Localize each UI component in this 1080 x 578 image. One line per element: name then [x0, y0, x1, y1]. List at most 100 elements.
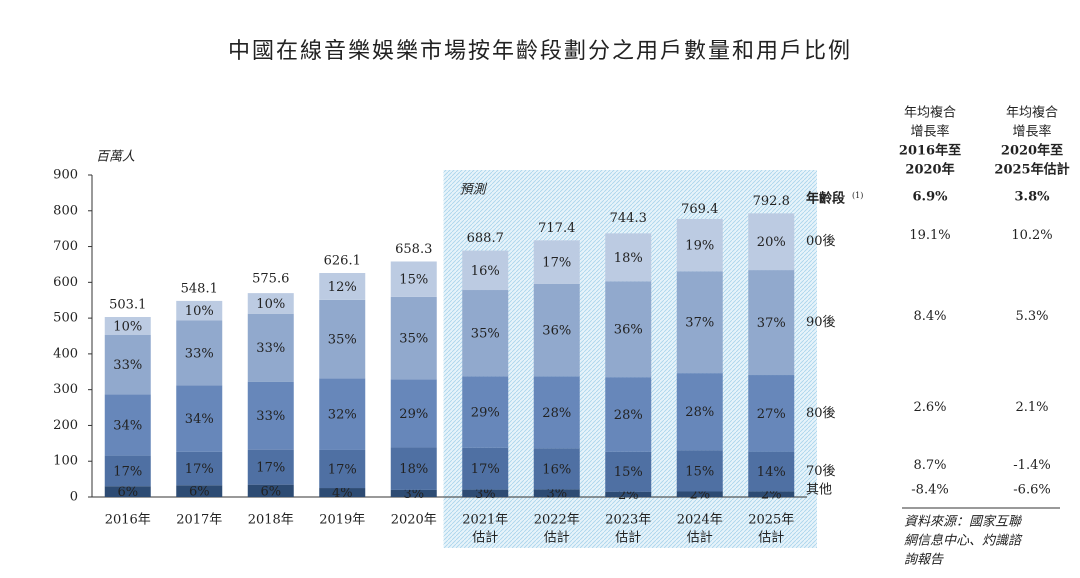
y-tick-label: 200 — [53, 418, 78, 433]
bar-segment — [605, 491, 652, 497]
data-label: 18% — [614, 251, 643, 266]
data-label: 3% — [403, 487, 424, 502]
x-tick-label: 2021年 — [462, 513, 508, 528]
bar-segment — [462, 250, 509, 291]
bar-segment — [176, 451, 223, 486]
bar-segment — [319, 449, 366, 489]
data-label: 10% — [113, 320, 142, 335]
x-tick-label: 估計 — [687, 530, 713, 546]
data-label: 33% — [113, 358, 142, 373]
data-label: 27% — [757, 407, 786, 422]
bar-segment — [748, 270, 795, 376]
bar-segment — [462, 376, 509, 448]
x-tick-label: 2016年 — [105, 513, 151, 528]
data-label: 33% — [185, 346, 214, 361]
bar-segment — [176, 385, 223, 452]
data-label: 2% — [761, 488, 782, 503]
cagr-value: 19.1% — [909, 228, 950, 243]
data-label: 15% — [399, 273, 428, 288]
bar-segment — [247, 449, 294, 485]
series-name: 00後 — [806, 234, 836, 249]
x-tick-label: 2025年 — [748, 513, 794, 528]
bar-segment — [605, 281, 652, 378]
bar-segment — [390, 379, 437, 448]
cagr-value: -1.4% — [1013, 458, 1050, 473]
data-label: 17% — [113, 464, 142, 479]
total-label: 548.1 — [181, 281, 218, 296]
data-label: 29% — [471, 405, 500, 420]
data-label: 6% — [260, 484, 281, 499]
series-name: 70後 — [806, 464, 836, 479]
data-label: 33% — [256, 409, 285, 424]
bar-segment — [104, 335, 151, 395]
data-label: 15% — [685, 464, 714, 479]
data-label: 20% — [757, 235, 786, 250]
bar-segment — [319, 488, 366, 497]
bar-segment — [748, 451, 795, 492]
cagr-value: -8.4% — [911, 483, 948, 498]
series-name: 其他 — [806, 483, 832, 498]
bar-segment — [104, 394, 151, 456]
bar-segment — [104, 455, 151, 487]
data-label: 36% — [614, 323, 643, 338]
data-label: 12% — [328, 280, 357, 295]
x-tick-label: 2020年 — [391, 513, 437, 528]
bar-segment — [748, 213, 795, 271]
x-tick-label: 2017年 — [176, 513, 222, 528]
y-tick-label: 800 — [53, 203, 78, 218]
bar-segment — [676, 450, 723, 492]
total-label: 717.4 — [538, 221, 575, 236]
x-tick-label: 估計 — [758, 530, 784, 546]
bar-segment — [462, 290, 509, 377]
data-label: 3% — [475, 487, 496, 502]
segment-header: 年齡段 — [806, 191, 845, 207]
cagr-value: 5.3% — [1015, 309, 1048, 324]
cagr-value: 8.7% — [913, 458, 946, 473]
x-tick-label: 2024年 — [677, 513, 723, 528]
cagr-header: 2016年至 — [899, 143, 961, 159]
bar-segment — [104, 317, 151, 336]
cagr-value: 10.2% — [1011, 228, 1052, 243]
y-tick-label: 300 — [53, 382, 78, 397]
bar-segment — [390, 447, 437, 490]
cagr-value: 2.1% — [1015, 400, 1048, 415]
data-label: 3% — [546, 487, 567, 502]
data-label: 29% — [399, 407, 428, 422]
chart-title: 中國在線音樂娛樂市場按年齡段劃分之用戶數量和用戶比例 — [228, 39, 852, 64]
data-label: 17% — [471, 462, 500, 477]
bar-segment — [676, 271, 723, 374]
total-label: 503.1 — [109, 298, 146, 313]
bar-segment — [390, 489, 437, 497]
cagr-header: 年均複合 — [904, 105, 956, 121]
y-tick-label: 400 — [53, 346, 78, 361]
cagr-header: 增長率 — [910, 124, 949, 140]
data-label: 35% — [399, 332, 428, 347]
forecast-label: 預測 — [460, 183, 488, 198]
bar-segment — [748, 491, 795, 497]
data-label: 6% — [189, 485, 210, 500]
bar-segment — [319, 299, 366, 379]
source-note: 詢報告 — [904, 553, 944, 568]
bar-segment — [605, 451, 652, 492]
bar-segment — [462, 447, 509, 490]
bar-segment — [533, 283, 580, 377]
data-label: 37% — [757, 316, 786, 331]
series-name: 80後 — [806, 406, 836, 421]
cagr-header: 年均複合 — [1006, 105, 1058, 121]
segment-header-note: (1) — [852, 191, 863, 200]
total-label: 658.3 — [395, 242, 432, 257]
cagr-header: 2020年至 — [1001, 143, 1063, 159]
y-tick-label: 900 — [53, 168, 78, 183]
data-label: 33% — [256, 341, 285, 356]
total-label: 626.1 — [324, 253, 361, 268]
y-tick-label: 100 — [53, 454, 78, 469]
data-label: 10% — [185, 304, 214, 319]
bar-segment — [462, 489, 509, 497]
bar-segment — [533, 376, 580, 449]
bar-segment — [104, 486, 151, 497]
bar-segment — [748, 375, 795, 452]
cagr-value: 2.6% — [913, 400, 946, 415]
total-label: 688.7 — [467, 231, 504, 246]
data-label: 2% — [689, 488, 710, 503]
